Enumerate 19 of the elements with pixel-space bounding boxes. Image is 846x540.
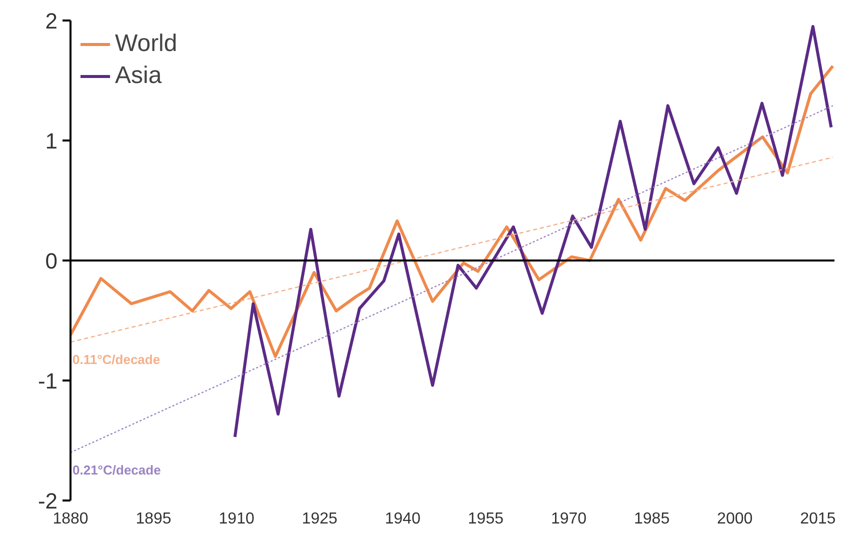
x-tick-label: 1925 [302, 510, 338, 528]
y-tick-label: -1 [38, 368, 58, 394]
y-tick-label: 1 [45, 128, 58, 154]
x-tick-label: 2000 [717, 510, 753, 528]
x-tick-label: 1910 [218, 510, 254, 528]
annotation: 0.21°C/decade [72, 462, 161, 478]
legend-label: World [115, 30, 178, 58]
y-tick-label: 0 [45, 248, 58, 274]
annotation: 0.11°C/decade [72, 352, 160, 368]
legend-label: Asia [115, 62, 162, 90]
x-tick-label: 1880 [52, 510, 88, 528]
y-tick-label: -2 [38, 488, 58, 514]
x-tick-label: 1955 [468, 510, 504, 528]
x-tick-label: 1970 [550, 510, 587, 528]
x-tick-label: 1940 [384, 510, 421, 528]
x-tick-label: 2015 [800, 510, 836, 528]
x-tick-label: 1985 [634, 510, 670, 528]
x-tick-label: 1895 [136, 510, 172, 528]
y-tick-label: 2 [45, 8, 58, 34]
